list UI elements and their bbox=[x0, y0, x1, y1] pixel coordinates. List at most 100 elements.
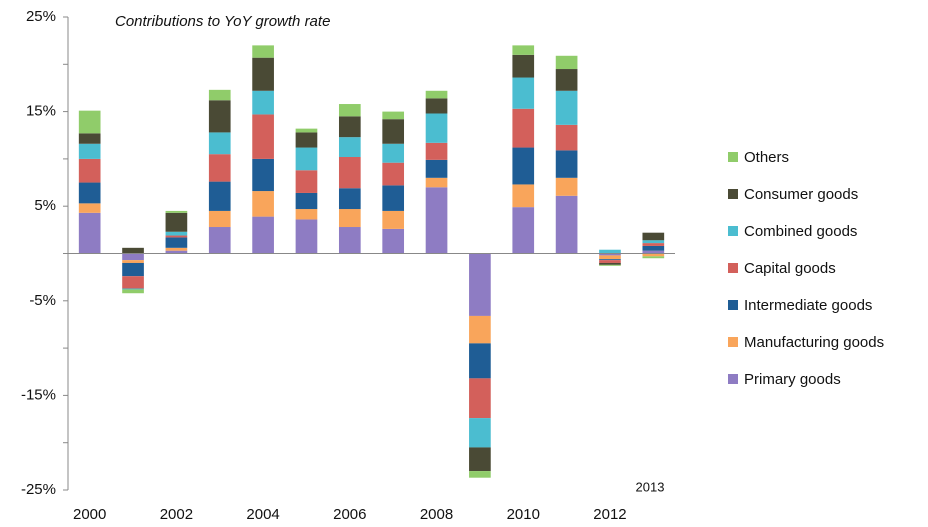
chart-title: Contributions to YoY growth rate bbox=[115, 13, 330, 30]
bar-segment bbox=[555, 150, 578, 178]
bar-segment bbox=[122, 247, 144, 254]
legend-swatch bbox=[728, 337, 738, 347]
bar-segment bbox=[425, 187, 448, 254]
y-tick-label: 15% bbox=[26, 103, 56, 120]
bar-segment bbox=[295, 219, 318, 254]
bar-segment bbox=[382, 162, 405, 186]
x-tick-label: 2004 bbox=[246, 506, 279, 523]
legend-label: Consumer goods bbox=[744, 186, 858, 203]
bar-segment bbox=[295, 192, 318, 210]
bar-segment bbox=[338, 209, 361, 228]
bar-segment bbox=[555, 90, 578, 125]
legend-label: Others bbox=[744, 149, 789, 166]
bar-segment bbox=[425, 142, 448, 160]
x-tick-label: 2006 bbox=[333, 506, 366, 523]
legend-label: Intermediate goods bbox=[744, 297, 872, 314]
x-tick-label: 2012 bbox=[593, 506, 626, 523]
bar-segment bbox=[642, 243, 665, 246]
bar-segment bbox=[78, 110, 101, 134]
bar-segment bbox=[78, 212, 101, 254]
bar-segment bbox=[208, 227, 231, 254]
bar-segment bbox=[208, 154, 231, 182]
bar-segment bbox=[599, 262, 621, 265]
bar-segment bbox=[642, 240, 665, 244]
bar-segment bbox=[165, 212, 188, 232]
y-tick-label: -15% bbox=[21, 386, 56, 403]
bar-segment bbox=[555, 195, 578, 254]
bar-segment bbox=[252, 57, 274, 91]
bar-segment bbox=[122, 262, 144, 277]
bar-segment bbox=[469, 418, 491, 448]
bar-segment bbox=[469, 253, 491, 316]
bar-segment bbox=[642, 232, 665, 241]
y-tick-label: 25% bbox=[26, 8, 56, 25]
bar-segment bbox=[165, 237, 188, 248]
bar-segment bbox=[555, 124, 578, 151]
bar-segment bbox=[382, 228, 405, 254]
legend-swatch bbox=[728, 226, 738, 236]
bar-segment bbox=[425, 113, 448, 143]
bar-segment bbox=[512, 147, 535, 185]
bar-segment bbox=[122, 260, 144, 263]
legend-swatch bbox=[728, 300, 738, 310]
bar-segment bbox=[469, 471, 491, 478]
legend-label: Capital goods bbox=[744, 260, 836, 277]
bar-segment bbox=[165, 235, 188, 238]
bar-segment bbox=[382, 143, 405, 163]
bar-segment bbox=[122, 289, 144, 294]
bar-segment bbox=[295, 170, 318, 193]
legend-swatch bbox=[728, 152, 738, 162]
bar-segment bbox=[599, 260, 621, 263]
bar-segment bbox=[512, 184, 535, 208]
bar-segment bbox=[252, 45, 274, 58]
bar-segment bbox=[599, 255, 621, 260]
y-tick-label: -25% bbox=[21, 481, 56, 498]
x-tick-label: 2008 bbox=[420, 506, 453, 523]
bar-segment bbox=[555, 177, 578, 196]
legend-label: Primary goods bbox=[744, 371, 841, 388]
bar-segment bbox=[252, 191, 274, 217]
bar-segment bbox=[165, 247, 188, 251]
bar-segment bbox=[78, 143, 101, 159]
bar-segment bbox=[512, 45, 535, 55]
bar-segment bbox=[78, 133, 101, 144]
bar-segment bbox=[338, 157, 361, 189]
bar-segment bbox=[208, 100, 231, 133]
y-tick-label: 5% bbox=[34, 197, 56, 214]
bar-segment bbox=[78, 158, 101, 183]
bar-segment bbox=[425, 177, 448, 188]
bar-segment bbox=[78, 203, 101, 213]
y-tick-label: -5% bbox=[29, 292, 56, 309]
bar-segment bbox=[469, 378, 491, 419]
bar-segment bbox=[642, 250, 665, 254]
bar-segment bbox=[122, 276, 144, 289]
bar-segment bbox=[295, 132, 318, 148]
legend-swatch bbox=[728, 263, 738, 273]
bar-segment bbox=[338, 188, 361, 210]
bar-segment bbox=[642, 253, 665, 257]
bar-segment bbox=[252, 158, 274, 192]
bar-segment bbox=[512, 54, 535, 78]
annotation: 2013 bbox=[636, 479, 665, 494]
legend-label: Combined goods bbox=[744, 223, 857, 240]
bar-segment bbox=[78, 182, 101, 204]
bar-segment bbox=[382, 111, 405, 120]
bar-segment bbox=[338, 104, 361, 117]
bar-segment bbox=[295, 209, 318, 220]
bar-segment bbox=[599, 259, 621, 261]
legend-label: Manufacturing goods bbox=[744, 334, 884, 351]
bar-segment bbox=[642, 256, 665, 259]
bar-segment bbox=[295, 147, 318, 171]
bar-segment bbox=[338, 137, 361, 158]
bar-segment bbox=[512, 207, 535, 254]
bar-segment bbox=[599, 253, 621, 256]
bar-segment bbox=[252, 90, 274, 115]
bar-segment bbox=[512, 108, 535, 148]
bar-segment bbox=[208, 210, 231, 228]
bar-segment bbox=[338, 116, 361, 138]
legend-swatch bbox=[728, 189, 738, 199]
bar-segment bbox=[165, 210, 188, 213]
bar-segment bbox=[642, 245, 665, 251]
x-tick-label: 2000 bbox=[73, 506, 106, 523]
